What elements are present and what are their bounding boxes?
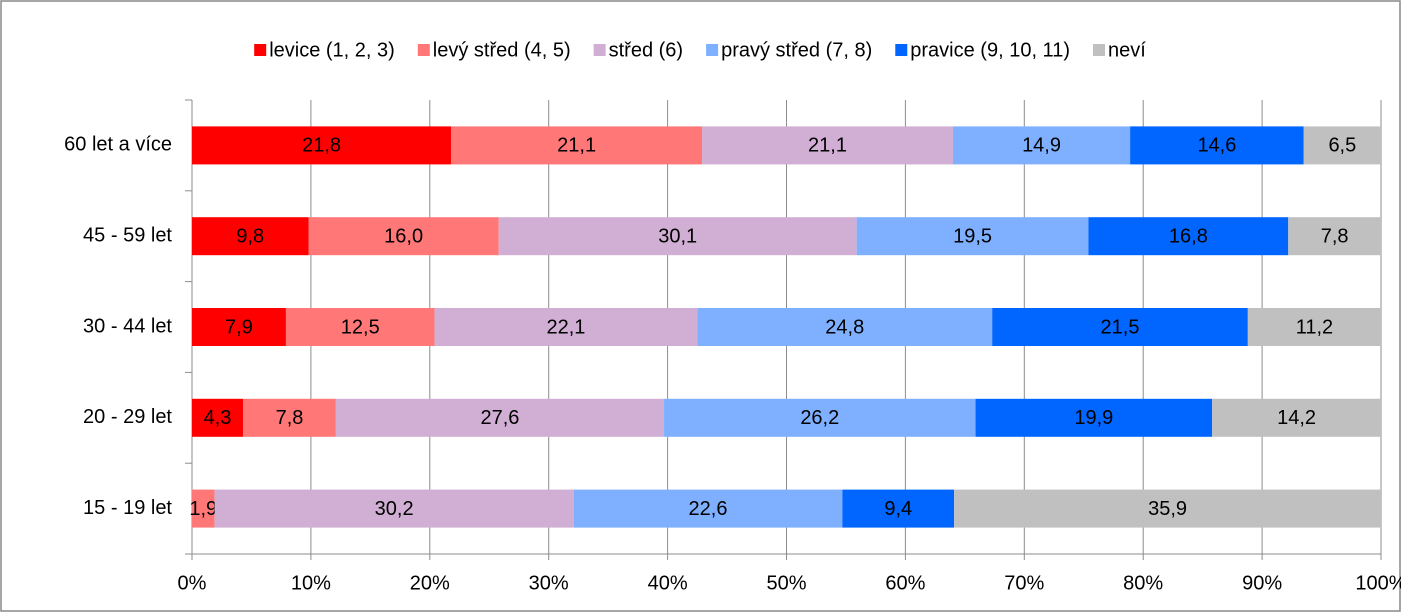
bar-segment: [192, 217, 309, 256]
bar-segment: [214, 489, 574, 528]
bar-segment: [573, 489, 843, 528]
data-label: 21,1: [557, 135, 596, 157]
legend-swatch: [417, 44, 430, 56]
bar-segment: [335, 398, 665, 437]
data-label: 16,0: [384, 225, 423, 247]
x-tick-label: 20%: [410, 572, 450, 594]
bar-segment: [308, 217, 499, 256]
legend-label: levý střed (4, 5): [433, 39, 571, 61]
x-tick-label: 80%: [1123, 572, 1163, 594]
data-label: 21,8: [302, 135, 341, 157]
data-label: 24,8: [825, 316, 864, 338]
bar-segment: [1130, 126, 1304, 165]
bar-segment: [1212, 398, 1381, 437]
data-label: 14,9: [1022, 135, 1061, 157]
data-label: 7,9: [225, 316, 253, 338]
bar-segment: [498, 217, 857, 256]
bar-segment: [192, 489, 215, 528]
data-label: 1,9: [189, 498, 217, 520]
y-tick-label: 30 - 44 let: [83, 315, 172, 337]
legend-swatch: [1092, 44, 1105, 56]
bar-segment: [842, 489, 955, 528]
bar-segment: [856, 217, 1089, 256]
legend-swatch: [895, 44, 908, 56]
bar-segment: [192, 126, 452, 165]
legend-label: pravý střed (7, 8): [721, 39, 872, 61]
data-label: 22,6: [689, 498, 728, 520]
data-label: 26,2: [800, 407, 839, 429]
x-tick-label: 50%: [766, 572, 806, 594]
x-tick-label: 40%: [648, 572, 688, 594]
data-label: 4,3: [204, 407, 232, 429]
data-label: 16,8: [1169, 225, 1208, 247]
data-label: 19,5: [953, 225, 992, 247]
legend-swatch: [706, 44, 719, 56]
bar-segment: [992, 308, 1248, 346]
x-tick-label: 0%: [178, 572, 207, 594]
bar-segment: [243, 398, 336, 437]
bar-segment: [1247, 308, 1381, 346]
y-tick-label: 45 - 59 let: [83, 224, 172, 246]
legend-label: střed (6): [609, 39, 683, 61]
legend-swatch: [593, 44, 606, 56]
bar-segment: [192, 398, 244, 437]
bar-segment: [697, 308, 993, 346]
bar-segment: [664, 398, 976, 437]
data-label: 9,8: [236, 225, 264, 247]
x-tick-label: 10%: [291, 572, 331, 594]
x-tick-label: 100%: [1355, 572, 1401, 594]
data-label: 7,8: [276, 407, 304, 429]
legend-swatch: [254, 44, 267, 56]
data-label: 6,5: [1328, 135, 1356, 157]
y-tick-label: 60 let a více: [64, 134, 172, 156]
y-tick-label: 20 - 29 let: [83, 406, 172, 428]
y-tick-label: 15 - 19 let: [83, 497, 172, 519]
data-label: 14,6: [1197, 135, 1236, 157]
bar-segment: [1288, 217, 1381, 256]
bar-segment: [285, 308, 435, 346]
bar-segment: [1303, 126, 1381, 165]
data-label: 19,9: [1074, 407, 1113, 429]
data-label: 22,1: [546, 316, 585, 338]
data-label: 11,2: [1296, 316, 1333, 338]
data-label: 21,5: [1101, 316, 1140, 338]
data-label: 30,2: [375, 498, 414, 520]
data-label: 9,4: [884, 498, 912, 520]
bar-segment: [192, 308, 286, 346]
bar-segment: [975, 398, 1213, 437]
bar-segment: [451, 126, 703, 165]
data-label: 14,2: [1277, 407, 1316, 429]
x-tick-label: 90%: [1242, 572, 1282, 594]
data-label: 35,9: [1148, 498, 1187, 520]
bar-segment: [954, 489, 1381, 528]
data-label: 27,6: [480, 407, 519, 429]
bar-segment: [702, 126, 953, 165]
legend-label: pravice (9, 10, 11): [910, 39, 1070, 61]
data-label: 7,8: [1321, 225, 1349, 247]
data-label: 30,1: [658, 225, 697, 247]
x-tick-label: 70%: [1004, 572, 1044, 594]
x-tick-label: 30%: [529, 572, 569, 594]
bar-segment: [1088, 217, 1289, 256]
x-tick-label: 60%: [885, 572, 925, 594]
data-label: 21,1: [808, 135, 847, 157]
data-label: 12,5: [341, 316, 380, 338]
bar-segment: [434, 308, 698, 346]
bar-segment: [952, 126, 1131, 165]
legend-label: levice (1, 2, 3): [269, 39, 395, 61]
legend-label: neví: [1108, 39, 1146, 61]
